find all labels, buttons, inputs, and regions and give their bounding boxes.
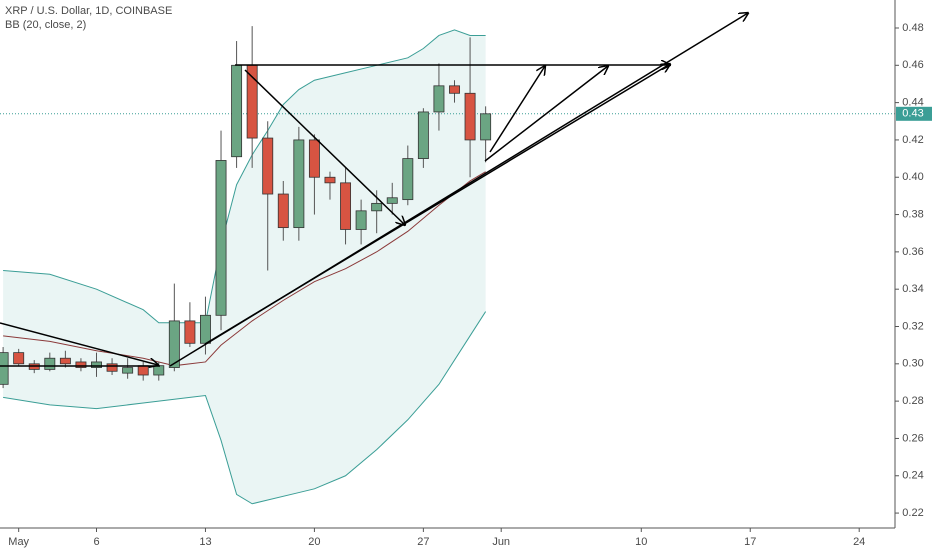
y-tick-label: 0.48 xyxy=(902,22,923,34)
band-upper xyxy=(3,29,486,324)
candle-body xyxy=(277,193,289,229)
trend-arrow xyxy=(489,66,545,153)
y-tick-label: 0.36 xyxy=(902,246,923,258)
trend-arrow xyxy=(244,69,405,225)
candle-body xyxy=(91,361,102,368)
last-price-box xyxy=(896,106,932,121)
y-tick-label: 0.24 xyxy=(902,470,923,482)
chart-title: XRP / U.S. Dollar, 1D, COINBASE xyxy=(5,5,172,17)
x-tick-label: May xyxy=(8,536,29,548)
candle-body xyxy=(480,113,492,141)
trend-arrow xyxy=(204,64,670,345)
candle-body xyxy=(184,320,196,344)
candle-body xyxy=(402,158,414,201)
candle-body xyxy=(153,365,165,376)
candle-body xyxy=(75,361,87,368)
y-tick-label: 0.26 xyxy=(902,432,923,444)
y-tick-label: 0.34 xyxy=(902,283,923,295)
candle-body xyxy=(324,176,336,184)
x-tick-label: 13 xyxy=(199,536,211,548)
drawings xyxy=(0,13,748,366)
x-tick-label: 17 xyxy=(744,536,756,548)
candle-body xyxy=(13,352,25,365)
candle-body xyxy=(59,357,71,365)
x-tick-label: 27 xyxy=(417,536,429,548)
candle-body xyxy=(464,92,476,141)
candle-body xyxy=(371,202,383,212)
trend-arrow xyxy=(0,322,158,365)
candle-body xyxy=(386,197,398,204)
candle-body xyxy=(0,352,9,385)
band-fill xyxy=(3,29,486,504)
band-lower xyxy=(3,311,487,505)
candle-body xyxy=(308,139,320,178)
candle-body xyxy=(200,314,211,344)
candle-body xyxy=(106,363,118,372)
candle-body xyxy=(417,111,429,159)
candle-body xyxy=(293,139,305,229)
y-tick-label: 0.40 xyxy=(902,171,923,183)
y-tick-label: 0.32 xyxy=(902,320,923,332)
candle-body xyxy=(122,367,134,374)
x-tick-label: Jun xyxy=(492,536,510,548)
candle-body xyxy=(262,137,274,195)
y-tick-label: 0.28 xyxy=(902,395,923,407)
candle-body xyxy=(355,210,367,230)
x-tick-label: 10 xyxy=(635,536,647,548)
y-tick-label: 0.46 xyxy=(902,59,923,71)
candle-body xyxy=(137,365,149,376)
candle-body xyxy=(215,160,227,316)
y-tick-label: 0.22 xyxy=(902,507,923,519)
candle-body xyxy=(449,85,460,94)
y-tick-label: 0.38 xyxy=(902,208,923,220)
indicator-label: BB (20, close, 2) xyxy=(5,19,86,31)
plot-area xyxy=(0,26,895,505)
last-price-label: 0.43 xyxy=(902,108,923,120)
x-tick-label: 6 xyxy=(93,536,99,548)
trend-arrow xyxy=(484,66,608,162)
candle-body xyxy=(168,320,180,368)
x-tick-label: 20 xyxy=(308,536,320,548)
y-tick-label: 0.42 xyxy=(902,134,923,146)
candle-body xyxy=(231,64,243,158)
candle-body xyxy=(340,182,352,230)
candle-body xyxy=(44,357,56,370)
candle-body xyxy=(433,85,445,113)
x-tick-label: 24 xyxy=(853,536,865,548)
y-tick-label: 0.44 xyxy=(902,97,923,109)
y-tick-label: 0.30 xyxy=(902,358,923,370)
